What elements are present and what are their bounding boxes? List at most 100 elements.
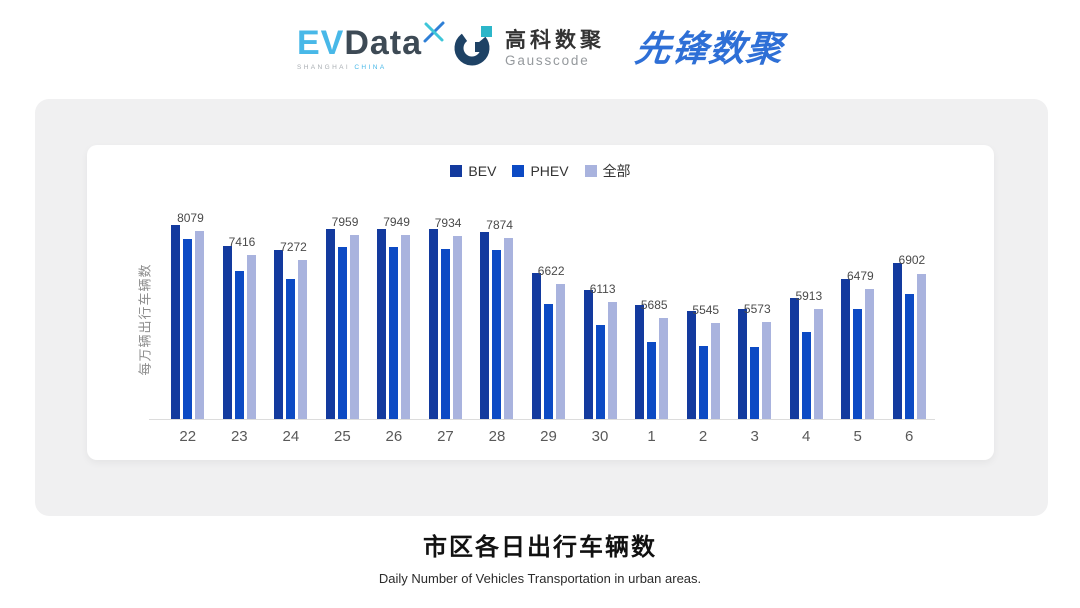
bar-value-label: 8079 [177, 210, 204, 225]
x-axis-tick-label: 28 [488, 428, 506, 445]
bar-phev [440, 248, 450, 419]
bar-bev [222, 246, 232, 419]
bar-phev [234, 270, 244, 419]
chart-legend: BEV PHEV 全部 [87, 161, 994, 181]
x-axis-tick-label: 2 [698, 428, 708, 445]
bar-value-label: 6622 [537, 263, 565, 278]
x-axis-tick-label: 29 [540, 428, 557, 445]
bar-全部 [401, 235, 411, 419]
bar-全部 [762, 321, 772, 419]
y-axis-label-wrap: 每万辆出行车辆数 [131, 219, 157, 419]
evdata-data-text: Data [344, 24, 423, 62]
gausscode-texts: 高科数聚 Gausscode [505, 29, 605, 68]
bar-value-label: 7272 [280, 240, 307, 255]
bar-bev [789, 297, 799, 419]
bar-value-label: 7874 [486, 218, 513, 233]
legend-swatch-all [584, 165, 597, 177]
legend-label-all: 全部 [602, 163, 631, 179]
bar-value-label: 7934 [434, 215, 462, 230]
bar-phev [801, 331, 811, 419]
bar-value-label: 6113 [589, 282, 616, 297]
bar-phev [853, 309, 863, 419]
bar-全部 [813, 309, 823, 419]
evdata-shanghai-text: SHANGHAI [296, 64, 351, 71]
bar-phev [647, 342, 657, 419]
x-axis-tick-label: 5 [853, 428, 862, 445]
bar-group: 7959 [317, 215, 369, 419]
bar-phev [286, 278, 296, 419]
bars-plot-area: 8079 7416 7272 7959 7949 7934 7874 6622 6113 5685… [162, 211, 935, 419]
bar-bev [428, 229, 438, 419]
x-axis-tick-label: 3 [750, 428, 759, 445]
gausscode-cn-text: 高科数聚 [505, 28, 606, 52]
gausscode-en-text: Gausscode [505, 53, 590, 69]
bar-全部 [195, 230, 205, 419]
bar-bev [892, 262, 902, 419]
evdata-ev-text: EV [296, 24, 345, 62]
bar-group: 6113 [574, 219, 626, 419]
chart-title: 市区各日出行车辆数 [423, 534, 657, 561]
x-axis-tick-label: 26 [385, 428, 403, 445]
bar-value-label: 5685 [640, 297, 668, 312]
legend-swatch-bev [450, 165, 463, 177]
x-axis-tick-label: 1 [647, 428, 656, 445]
bar-group: 7949 [368, 215, 420, 419]
bar-value-label: 5913 [795, 289, 823, 304]
pioneer-logo: 先锋数聚 [632, 27, 786, 69]
bar-bev [171, 224, 181, 419]
bar-phev [904, 293, 914, 419]
x-axis-tick-label: 23 [230, 428, 248, 445]
bar-bev [377, 229, 387, 419]
bar-bev [531, 272, 541, 419]
bar-bev [583, 290, 593, 419]
legend-label-bev: BEV [468, 163, 497, 179]
gausscode-g-icon [452, 23, 496, 74]
bar-全部 [607, 302, 617, 419]
bar-bev [738, 308, 748, 419]
evdata-logo: EVData SHANGHAI CHINA [296, 21, 445, 71]
x-axis-tick-label: 4 [801, 428, 811, 445]
header-logos: EVData SHANGHAI CHINA [0, 0, 1080, 97]
bar-全部 [349, 235, 359, 419]
legend-item-bev[interactable]: BEV [450, 161, 496, 181]
bar-bev [274, 250, 284, 419]
bar-bev [686, 310, 696, 419]
bar-group: 5685 [626, 219, 678, 419]
bar-group: 7272 [265, 219, 317, 419]
bar-全部 [452, 235, 462, 419]
legend-item-phev[interactable]: PHEV [512, 161, 569, 181]
bar-全部 [659, 317, 669, 419]
bar-phev [698, 346, 708, 419]
legend-swatch-phev [512, 165, 525, 177]
bar-phev [750, 346, 760, 419]
bar-value-label: 6479 [846, 268, 874, 283]
bar-phev [389, 247, 399, 419]
bar-bev [480, 231, 490, 419]
bar-全部 [865, 288, 875, 419]
bar-bev [841, 278, 851, 419]
bar-group: 7874 [471, 218, 523, 419]
evdata-star-icon [422, 16, 446, 50]
x-axis-tick-label: 6 [905, 428, 914, 445]
bar-group: 6622 [523, 219, 575, 419]
bar-bev [635, 305, 645, 419]
bar-phev [543, 303, 553, 419]
bar-phev [492, 249, 502, 419]
bar-group: 7416 [214, 219, 266, 419]
bar-phev [595, 325, 605, 419]
bar-group: 5913 [780, 219, 832, 419]
bar-group: 8079 [162, 211, 214, 419]
chart-subtitle: Daily Number of Vehicles Transportation … [378, 571, 702, 586]
evdata-wordmark: EVData [296, 21, 445, 62]
bar-value-label: 7959 [331, 215, 359, 230]
bar-全部 [504, 238, 514, 419]
bar-全部 [916, 273, 926, 419]
legend-item-all[interactable]: 全部 [584, 161, 631, 181]
x-axis-tick-label: 30 [591, 428, 609, 445]
evdata-subtext: SHANGHAI CHINA [297, 64, 422, 71]
x-axis-tick-label: 24 [282, 428, 300, 445]
bar-group: 6902 [883, 219, 935, 419]
x-axis-tick-label: 27 [437, 428, 454, 445]
bar-全部 [710, 322, 720, 419]
